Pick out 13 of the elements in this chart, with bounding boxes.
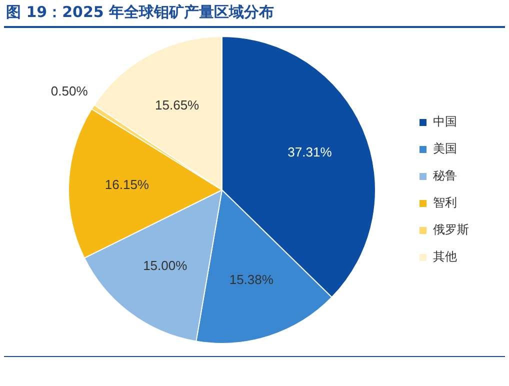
- legend-label: 其他: [433, 250, 457, 264]
- legend-label: 智利: [433, 196, 457, 210]
- legend-label: 中国: [433, 114, 457, 129]
- legend-label: 美国: [433, 142, 457, 156]
- data-label: 16.15%: [104, 176, 150, 192]
- data-label: 15.00%: [143, 258, 188, 273]
- data-label: 15.65%: [155, 98, 200, 113]
- chart-title: 图 19：2025 年全球钼矿产量区域分布: [6, 3, 274, 22]
- data-label: 37.31%: [288, 144, 332, 160]
- legend-label: 俄罗斯: [433, 222, 469, 237]
- data-label: 15.38%: [229, 272, 274, 288]
- data-label: 0.50%: [50, 83, 88, 98]
- legend-label: 秘鲁: [433, 168, 457, 183]
